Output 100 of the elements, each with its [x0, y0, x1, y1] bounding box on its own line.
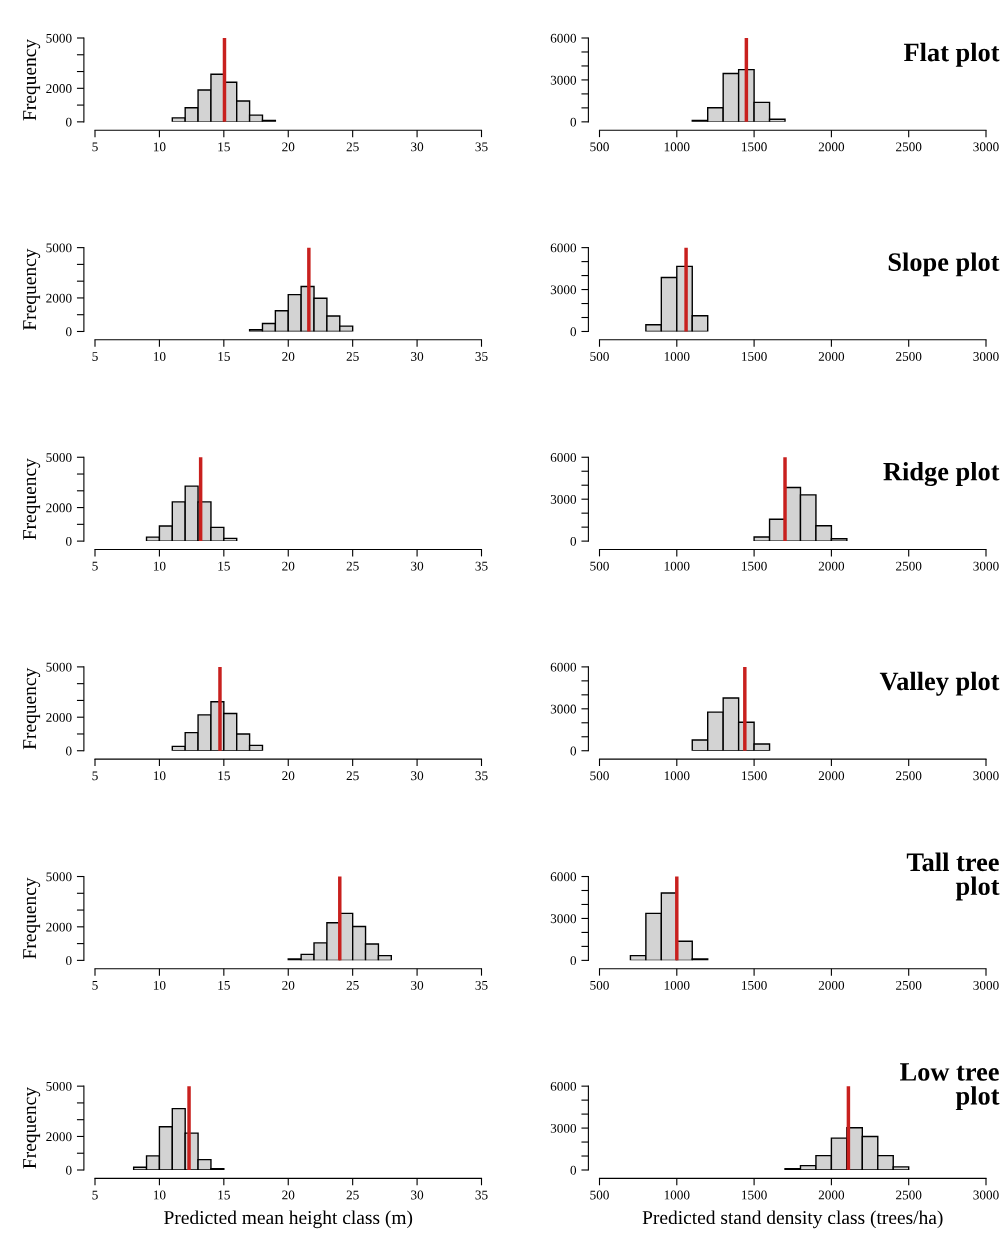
x-tick-label: 2500: [896, 561, 922, 571]
x-tick-label: 2500: [896, 1190, 922, 1200]
y-tick-label: 5000: [46, 453, 72, 462]
x-tick-label: 20: [282, 142, 295, 152]
y-tick-label: 6000: [550, 243, 577, 253]
x-tick-label: 500: [590, 980, 609, 990]
x-tick-label: 20: [282, 352, 295, 361]
x-tick-label: 1000: [664, 352, 690, 361]
x-tick-label: 5: [92, 352, 98, 361]
y-tick-label: 2000: [46, 1132, 72, 1142]
y-tick-label: 3000: [550, 914, 577, 924]
y-axis-title: Frequency: [23, 877, 41, 959]
y-tick-label: 0: [65, 1165, 72, 1175]
y-tick-label: 0: [570, 536, 577, 546]
x-tick-label: 30: [411, 771, 424, 781]
x-tick-label: 30: [411, 980, 424, 990]
x-tick-label: 1000: [664, 142, 690, 152]
y-tick-label: 3000: [550, 704, 577, 714]
x-tick-label: 10: [153, 561, 166, 571]
y-tick-label: 2000: [46, 713, 72, 722]
x-tick-label: 5: [92, 561, 98, 571]
x-tick-label: 2500: [896, 142, 922, 152]
chart-title: Valley plot: [879, 671, 1000, 696]
chart-title: Tall tree plot: [906, 852, 1000, 901]
x-tick-label: 25: [346, 352, 359, 361]
y-axis-title: Frequency: [23, 38, 41, 121]
y-axis-title: Frequency: [23, 1087, 41, 1169]
x-tick-label: 2000: [818, 1190, 845, 1200]
y-tick-label: 5000: [46, 662, 72, 672]
x-tick-label: 25: [346, 980, 359, 990]
x-tick-label: 2000: [818, 771, 845, 781]
x-tick-label: 35: [475, 1190, 488, 1200]
x-tick-label: 5: [92, 771, 98, 781]
chart-title: Ridge plot: [883, 461, 1000, 487]
x-tick-label: 1500: [742, 980, 767, 990]
x-tick-label: 35: [475, 352, 488, 361]
x-tick-label: 25: [346, 142, 359, 152]
x-tick-label: 35: [475, 561, 488, 571]
x-tick-label: 1000: [664, 1190, 690, 1200]
y-tick-label: 2000: [46, 503, 72, 513]
y-tick-label: 3000: [550, 75, 577, 85]
y-axis-title: Frequency: [23, 667, 41, 750]
x-tick-label: 3000: [973, 1190, 999, 1200]
x-tick-label: 30: [411, 1190, 424, 1200]
y-tick-label: 2000: [46, 922, 72, 932]
y-tick-label: 0: [570, 327, 577, 337]
x-tick-label: 1000: [664, 980, 690, 990]
x-tick-label: 15: [218, 1190, 230, 1200]
x-tick-label: 2000: [818, 142, 845, 152]
x-tick-label: 20: [282, 771, 295, 781]
x-tick-label: 3000: [973, 771, 999, 781]
y-tick-label: 5000: [46, 243, 72, 253]
x-tick-label: 15: [218, 771, 230, 781]
x-tick-label: 1500: [742, 1190, 767, 1200]
chart-title: Low tree plot: [900, 1063, 1000, 1111]
x-tick-label: 25: [346, 1190, 359, 1200]
x-tick-label: 3000: [973, 561, 999, 571]
x-tick-label: 3000: [973, 980, 999, 990]
y-tick-label: 0: [65, 746, 72, 756]
x-tick-label: 20: [282, 1190, 295, 1200]
y-tick-label: 0: [570, 1165, 577, 1175]
x-tick-label: 35: [475, 142, 488, 152]
x-tick-label: 10: [153, 142, 166, 152]
x-tick-label: 10: [153, 980, 166, 990]
x-tick-label: 30: [411, 561, 424, 571]
x-tick-label: 10: [153, 771, 166, 781]
x-tick-label: 2500: [896, 352, 922, 361]
x-tick-label: 30: [411, 352, 424, 361]
x-tick-label: 20: [282, 980, 295, 990]
x-tick-label: 500: [590, 771, 609, 781]
x-tick-label: 500: [590, 561, 609, 571]
y-tick-label: 5000: [46, 33, 72, 43]
y-tick-label: 5000: [46, 872, 72, 882]
x-tick-label: 2000: [818, 980, 845, 990]
x-tick-label: 1000: [664, 771, 690, 781]
y-axis-title: Frequency: [23, 248, 41, 331]
x-tick-label: 3000: [973, 142, 999, 152]
y-tick-label: 6000: [550, 1081, 577, 1091]
y-tick-label: 0: [65, 117, 72, 127]
x-tick-label: 1500: [742, 352, 767, 361]
x-tick-label: 3000: [973, 352, 999, 361]
x-tick-label: 5: [92, 981, 98, 990]
x-tick-label: 2500: [896, 771, 922, 781]
y-tick-label: 6000: [550, 453, 577, 462]
x-axis-title: Predicted stand density class (trees/ha): [642, 1210, 943, 1229]
y-tick-label: 6000: [550, 872, 577, 882]
x-tick-label: 35: [475, 771, 488, 781]
x-tick-label: 1500: [742, 771, 767, 781]
y-tick-label: 0: [65, 956, 72, 966]
x-tick-label: 30: [411, 142, 424, 152]
y-tick-label: 0: [570, 746, 577, 756]
x-tick-label: 5: [92, 142, 98, 152]
x-tick-label: 15: [218, 142, 230, 152]
x-tick-label: 2000: [818, 352, 845, 361]
x-tick-label: 15: [218, 561, 230, 571]
x-tick-label: 500: [590, 352, 609, 361]
x-tick-label: 25: [346, 771, 359, 781]
y-tick-label: 2000: [46, 293, 72, 303]
chart-title: Flat plot: [903, 42, 1000, 67]
y-tick-label: 6000: [550, 33, 577, 43]
